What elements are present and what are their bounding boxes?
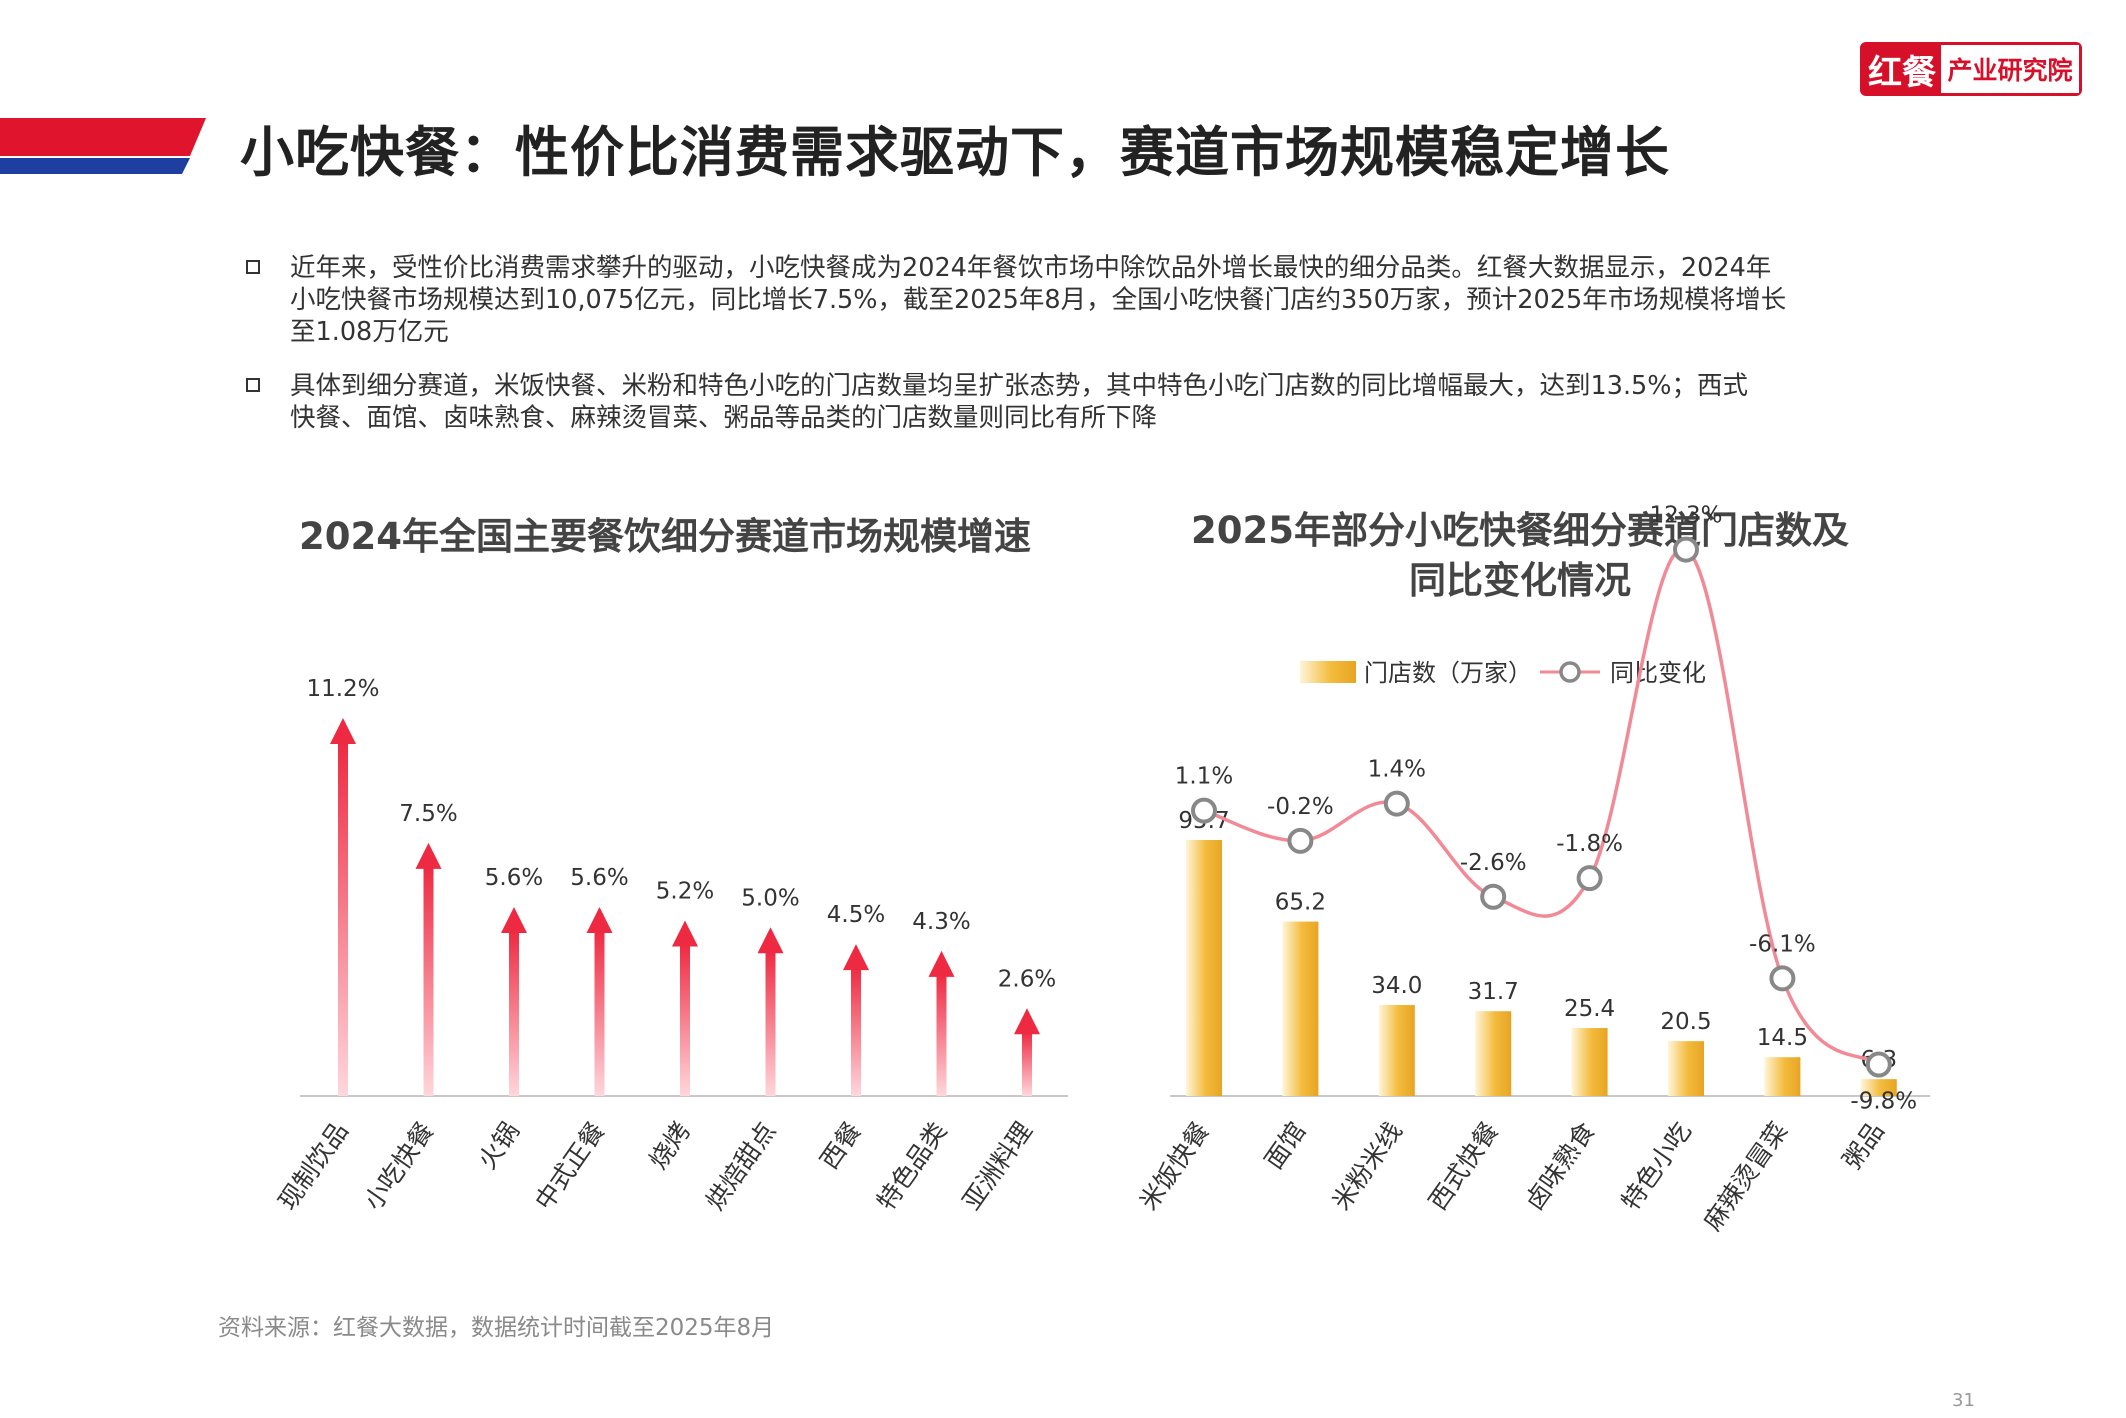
logo-sub: 产业研究院 — [1941, 45, 2079, 93]
chart1-data-label: 4.5% — [827, 902, 885, 928]
chart2-line-marker — [1865, 1051, 1892, 1078]
chart2-line-marker — [1480, 883, 1507, 910]
chart1-bar — [423, 866, 434, 1096]
chart1-arrow-head — [928, 950, 955, 977]
chart2-bar — [1378, 1005, 1415, 1096]
chart2-line-marker — [1576, 865, 1603, 892]
chart1-bar — [680, 944, 690, 1096]
chart1-bar — [594, 931, 605, 1096]
chart2-category-label: 麻辣烫冒菜 — [1698, 1117, 1793, 1236]
bullet-2-line-1: 具体到细分赛道，米饭快餐、米粉和特色小吃的门店数量均呈扩张态势，其中特色小吃门店… — [290, 371, 1749, 401]
bullet-square-icon — [246, 260, 260, 274]
chart1-title: 2024年全国主要餐饮细分赛道市场规模增速 — [299, 515, 1031, 558]
brand-logo: 红餐 产业研究院 — [1860, 42, 2082, 96]
legend-bar-swatch — [1300, 661, 1356, 683]
bullet-1-line-3: 至1.08万亿元 — [290, 317, 449, 347]
chart2-category-label: 卤味熟食 — [1519, 1117, 1600, 1216]
page-number: 31 — [1952, 1390, 1975, 1411]
chart2-line-label: 1.1% — [1175, 764, 1233, 790]
chart1-arrow-head — [672, 920, 698, 947]
bullet-2-line-2: 快餐、面馆、卤味熟食、麻辣烫冒菜、粥品等品类的门店数量则同比有所下降 — [290, 403, 1158, 433]
chart2-bar — [1668, 1041, 1704, 1096]
logo-main: 红餐 — [1863, 45, 1941, 93]
chart2-line-label: -2.6% — [1460, 850, 1527, 876]
chart2-line-marker — [1769, 965, 1796, 992]
header-stripe — [0, 118, 206, 174]
chart2-line-label: 12.3% — [1649, 503, 1722, 529]
chart1-data-label: 5.2% — [656, 879, 714, 905]
chart2-bar-label: 20.5 — [1660, 1009, 1711, 1035]
chart2-category-label: 米粉米线 — [1327, 1117, 1408, 1216]
chart1-arrow-head — [415, 842, 442, 869]
chart1-data-label: 5.6% — [570, 865, 628, 891]
chart1-data-label: 5.0% — [741, 885, 799, 911]
chart2-bar — [1764, 1057, 1801, 1096]
chart1-data-label: 4.3% — [912, 909, 970, 935]
source-note: 资料来源：红餐大数据，数据统计时间截至2025年8月 — [218, 1315, 775, 1341]
chart2-category-label: 米饭快餐 — [1134, 1117, 1215, 1216]
chart1-data-label: 11.2% — [306, 676, 379, 702]
legend-line-marker — [1559, 661, 1581, 683]
chart2-bar — [1186, 840, 1222, 1096]
chart2-line-marker — [1673, 536, 1699, 563]
chart2-line-label: -1.8% — [1556, 831, 1623, 857]
bullet-1-line-1: 近年来，受性价比消费需求攀升的驱动，小吃快餐成为2024年餐饮市场中除饮品外增长… — [290, 253, 1772, 283]
chart2-line-label: -9.8% — [1850, 1089, 1917, 1115]
chart2-bar — [1475, 1011, 1512, 1096]
chart2-title-line-2: 同比变化情况 — [1409, 559, 1631, 602]
chart2-line-marker — [1287, 827, 1314, 854]
legend-line-label: 同比变化 — [1610, 659, 1706, 687]
chart2-bar — [1860, 1079, 1897, 1096]
chart2-line-label: 1.4% — [1368, 757, 1426, 783]
chart2-title-line-1: 2025年部分小吃快餐细分赛道门店数及 — [1191, 509, 1849, 552]
bullet-1-line-2: 小吃快餐市场规模达到10,075亿元，同比增长7.5%，截至2025年8月，全国… — [290, 285, 1787, 315]
chart2-bar-label: 31.7 — [1468, 979, 1519, 1005]
bullet-square-icon — [246, 378, 260, 392]
chart2-line-label: -0.2% — [1267, 794, 1334, 820]
chart2-title: 2025年部分小吃快餐细分赛道门店数及 同比变化情况 — [1120, 506, 1920, 606]
chart1-bar — [851, 968, 861, 1096]
chart1-arrow-head — [586, 907, 613, 933]
chart1-bar — [1022, 1032, 1032, 1096]
chart1-bar — [338, 742, 348, 1096]
chart1-data-label: 7.5% — [399, 801, 457, 827]
chart1-arrow-head — [501, 907, 527, 933]
chart1-data-label: 2.6% — [998, 966, 1056, 992]
chart2-category-label: 特色小吃 — [1616, 1117, 1697, 1216]
legend-bar-label: 门店数（万家） — [1364, 659, 1532, 687]
chart2-bar-label: 14.5 — [1757, 1025, 1808, 1051]
chart2-line-marker — [1191, 797, 1217, 824]
chart1-arrow-head — [757, 927, 784, 954]
chart2-bar-label: 65.2 — [1275, 890, 1326, 916]
chart2-line-series — [1203, 547, 1880, 1066]
chart1-bar — [936, 974, 947, 1096]
chart1-data-label: 5.6% — [485, 865, 543, 891]
chart1-arrow-head — [843, 944, 869, 971]
chart2-category-label: 西式快餐 — [1423, 1117, 1504, 1216]
chart2-category-label: 面馆 — [1259, 1117, 1311, 1175]
chart2-bar-label: 34.0 — [1371, 973, 1422, 999]
page-title: 小吃快餐：性价比消费需求驱动下，赛道市场规模稳定增长 — [240, 121, 1670, 184]
chart2-bar-label: 25.4 — [1564, 996, 1615, 1022]
chart1-arrow-head — [330, 718, 356, 744]
chart2-bar — [1282, 921, 1319, 1096]
chart1-arrow-head — [1014, 1008, 1040, 1035]
chart2-line-marker — [1383, 790, 1410, 817]
chart1-bar — [765, 951, 776, 1096]
chart2-bar — [1571, 1028, 1608, 1096]
chart2-category-label: 粥品 — [1837, 1117, 1889, 1175]
chart2-line-label: -6.1% — [1749, 931, 1816, 957]
chart1-bar — [509, 931, 519, 1096]
